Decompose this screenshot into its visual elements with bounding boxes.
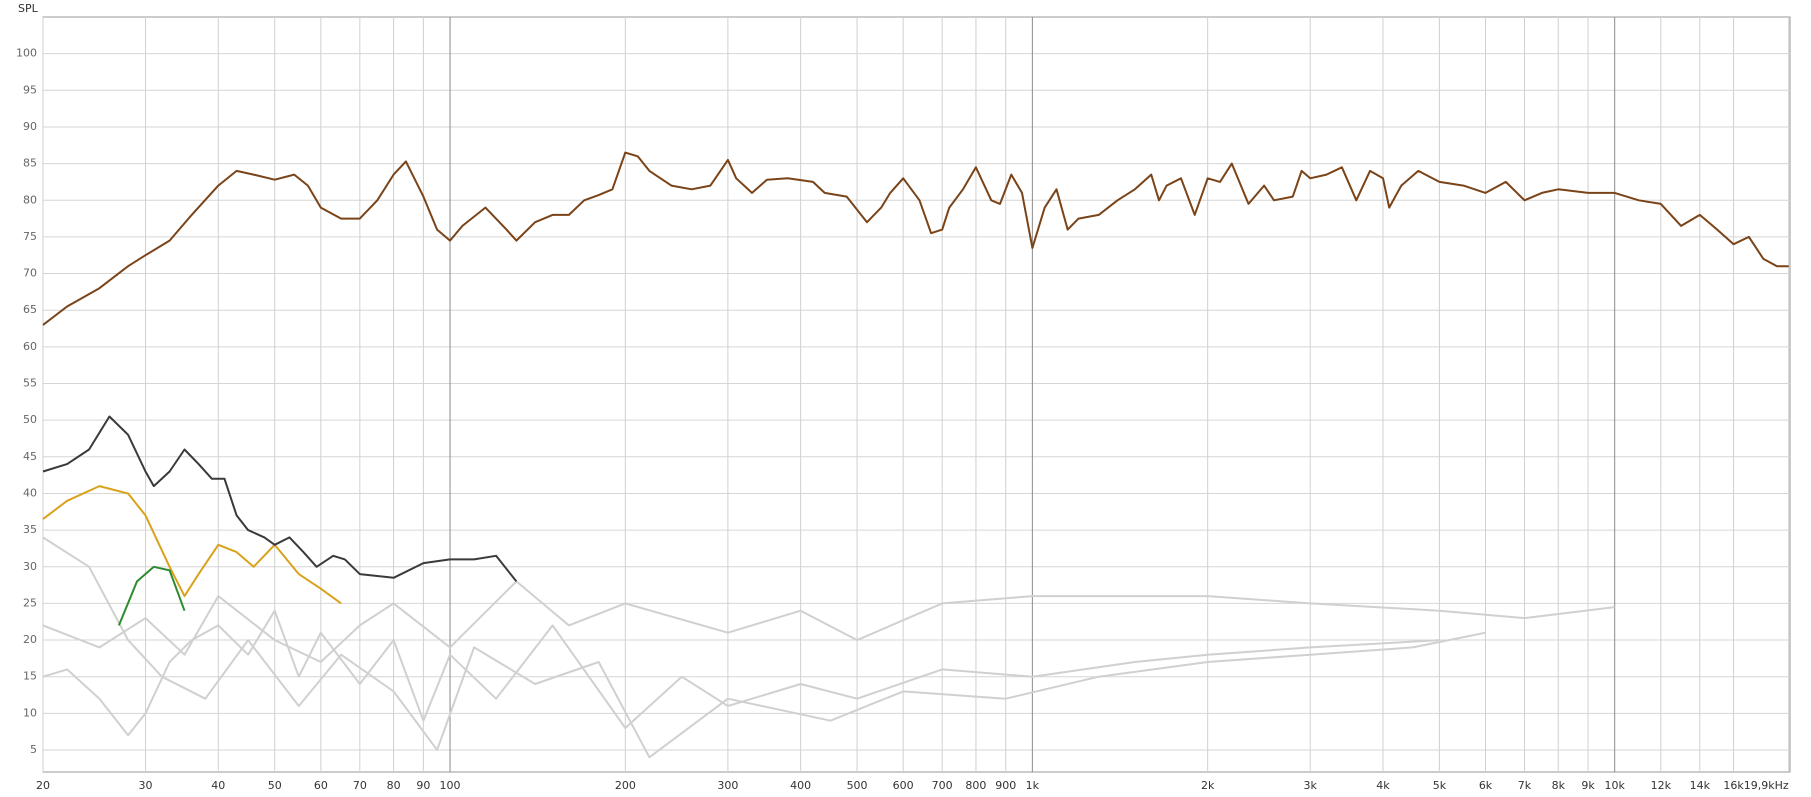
x-tick-label: 3k — [1304, 779, 1318, 792]
y-tick-label: 45 — [23, 450, 37, 463]
x-tick-label: 30 — [139, 779, 153, 792]
y-tick-label: 70 — [23, 267, 37, 280]
y-tick-label: 30 — [23, 560, 37, 573]
x-tick-label: 800 — [965, 779, 986, 792]
x-tick-label: 700 — [932, 779, 953, 792]
x-tick-label: 300 — [717, 779, 738, 792]
y-tick-label: 20 — [23, 633, 37, 646]
x-tick-label: 4k — [1376, 779, 1390, 792]
x-tick-label: 12k — [1651, 779, 1672, 792]
x-tick-label: 7k — [1518, 779, 1532, 792]
series-line — [42, 536, 1486, 759]
y-tick-label: 40 — [23, 486, 37, 499]
y-tick-label: 15 — [23, 670, 37, 683]
y-tick-label: 50 — [23, 413, 37, 426]
x-tick-label: 1k — [1026, 779, 1040, 792]
x-tick-label: 20 — [36, 779, 50, 792]
y-tick-label: 10 — [23, 706, 37, 719]
x-tick-label: 200 — [615, 779, 636, 792]
x-tick-label: 90 — [416, 779, 430, 792]
x-tick-label: 10k — [1605, 779, 1626, 792]
y-tick-label: 25 — [23, 596, 37, 609]
series-line — [42, 151, 1789, 326]
x-tick-label: 100 — [440, 779, 461, 792]
y-tick-label: 55 — [23, 377, 37, 390]
y-tick-label: 65 — [23, 303, 37, 316]
x-tick-label: 9k — [1581, 779, 1595, 792]
y-tick-label: 100 — [16, 47, 37, 60]
x-tick-label: 50 — [268, 779, 282, 792]
x-tick-label: 14k — [1690, 779, 1711, 792]
y-axis-label: SPL — [18, 2, 39, 15]
series-line — [42, 485, 342, 605]
x-tick-label: 500 — [847, 779, 868, 792]
y-tick-label: 5 — [30, 743, 37, 756]
x-tick-label: 40 — [211, 779, 225, 792]
x-tick-label: 16k — [1723, 779, 1744, 792]
x-tick-label: 2k — [1201, 779, 1215, 792]
x-tick-label: 6k — [1479, 779, 1493, 792]
y-tick-label: 80 — [23, 193, 37, 206]
y-tick-label: 35 — [23, 523, 37, 536]
plot-frame — [42, 16, 1791, 773]
x-tick-label: 80 — [387, 779, 401, 792]
series-line — [42, 415, 518, 583]
y-tick-label: 75 — [23, 230, 37, 243]
y-tick-label: 90 — [23, 120, 37, 133]
x-tick-label: 400 — [790, 779, 811, 792]
series-line — [42, 609, 1440, 737]
y-tick-label: 85 — [23, 157, 37, 170]
series-line — [42, 580, 1615, 663]
x-tick-label: 60 — [314, 779, 328, 792]
x-tick-label: 19,9kHz — [1744, 779, 1789, 792]
y-tick-label: 95 — [23, 83, 37, 96]
x-tick-label: 70 — [353, 779, 367, 792]
x-tick-label: 900 — [995, 779, 1016, 792]
x-tick-label: 5k — [1433, 779, 1447, 792]
x-tick-label: 600 — [893, 779, 914, 792]
x-tick-label: 8k — [1552, 779, 1566, 792]
y-tick-label: 60 — [23, 340, 37, 353]
series-line — [117, 565, 186, 626]
